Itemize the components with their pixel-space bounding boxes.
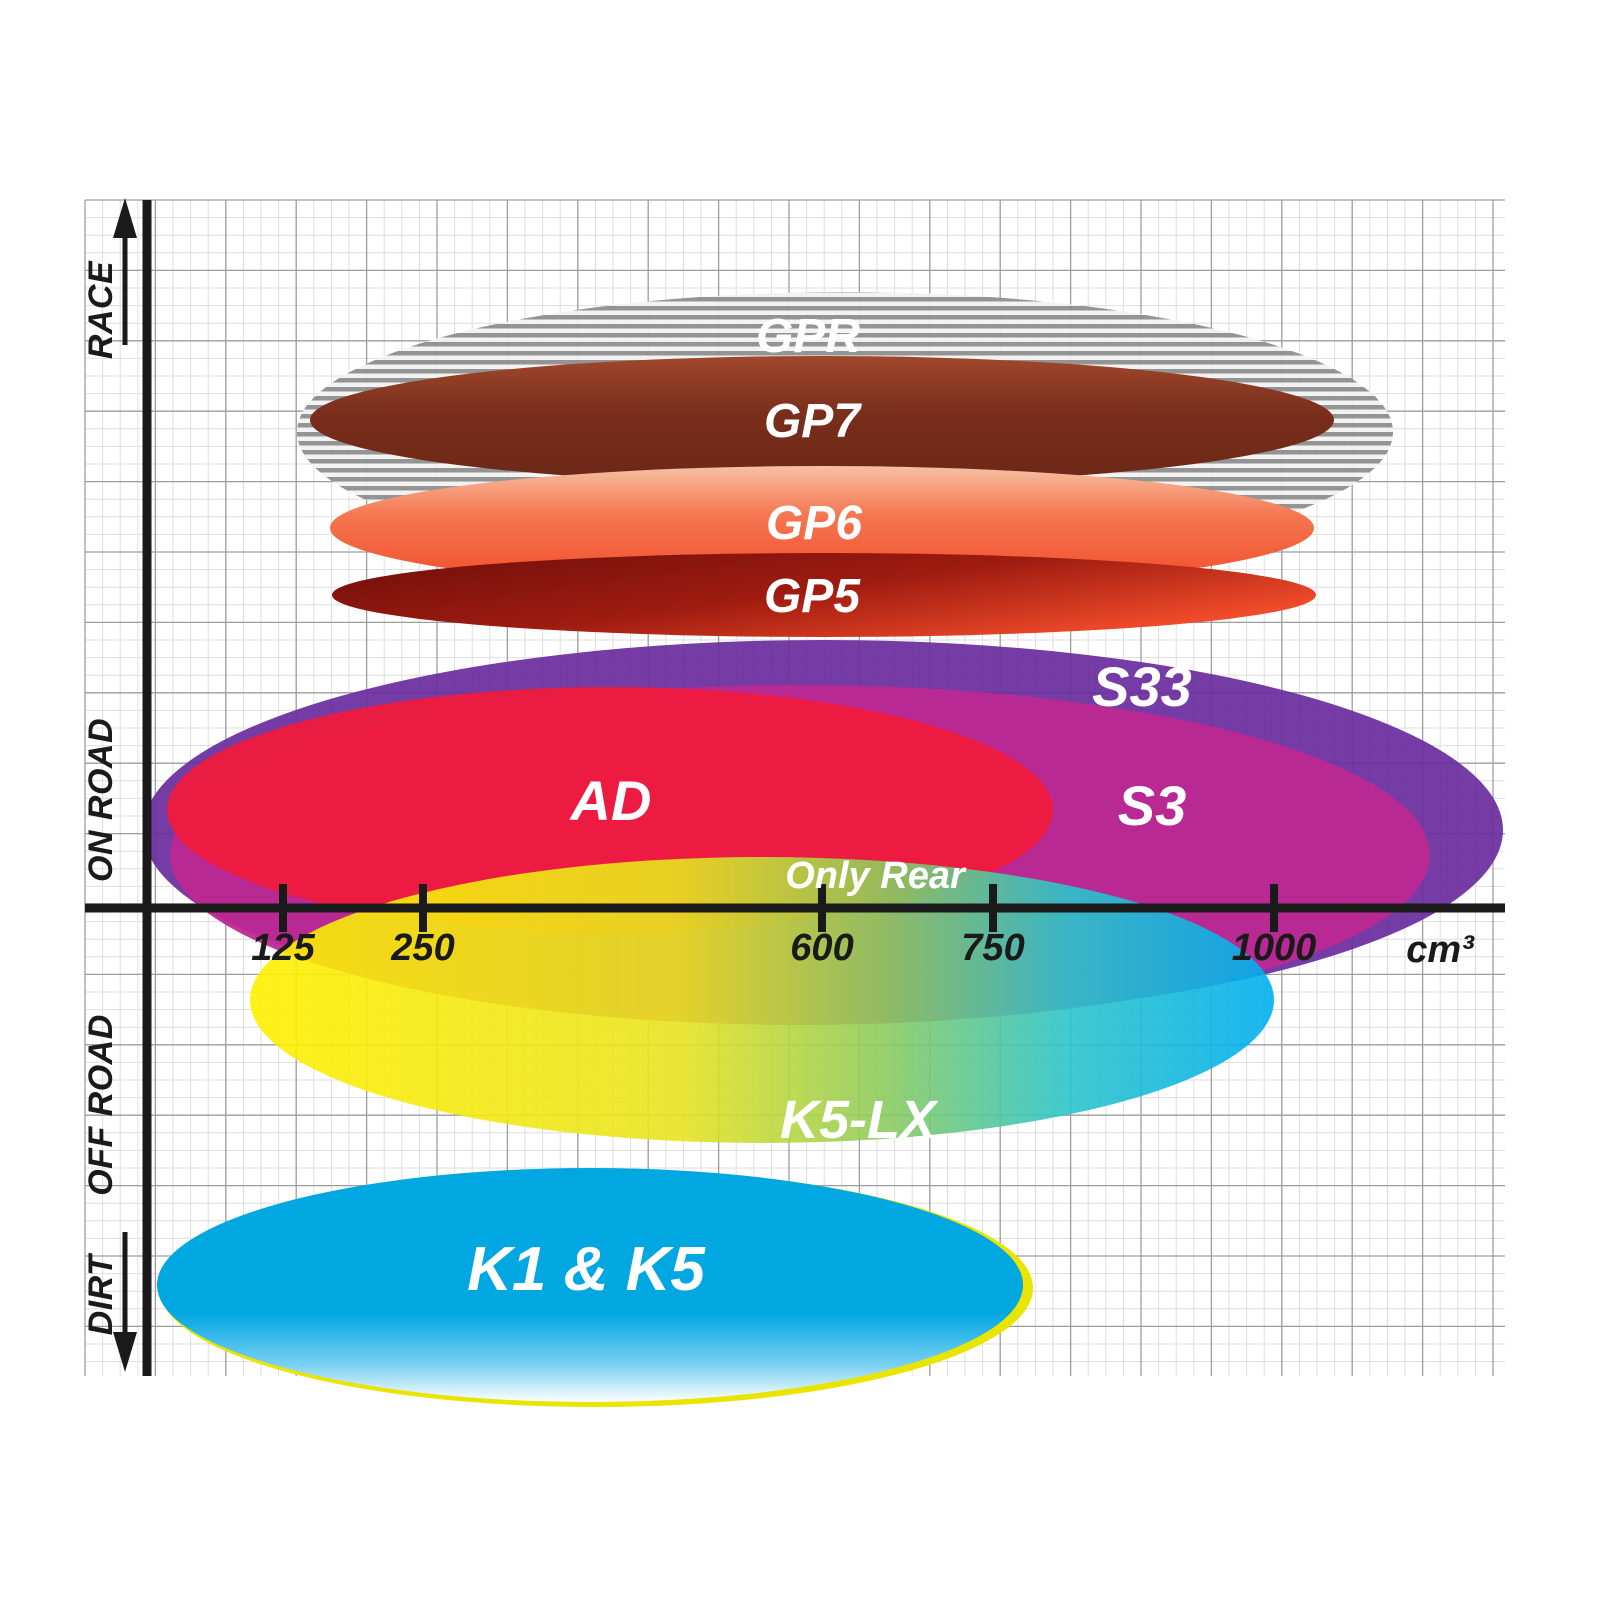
y-label-on-road: ON ROAD: [82, 718, 120, 882]
bubble-label-gpr: GPR: [756, 310, 860, 363]
bubble-group: [143, 292, 1503, 1407]
dirt-arrow-icon: [113, 1232, 137, 1372]
x-tick-750: 750: [961, 927, 1024, 969]
y-label-dirt: DIRT: [82, 1252, 120, 1335]
x-tick-600: 600: [790, 927, 853, 969]
bubble-gp7[interactable]: [310, 356, 1334, 484]
bubble-label-s33: S33: [1092, 655, 1192, 718]
annotation-only-rear: Only Rear: [785, 855, 967, 897]
x-tick-250: 250: [390, 927, 454, 969]
bubble-gp5[interactable]: [332, 553, 1316, 637]
x-tick-125: 125: [251, 927, 315, 969]
x-axis-unit-label: cm³: [1406, 929, 1475, 971]
bubble-k5lx[interactable]: [250, 857, 1274, 1143]
y-label-race: RACE: [82, 260, 120, 359]
bubble-label-s3: S3: [1118, 774, 1187, 837]
race-arrow-icon: [113, 198, 137, 345]
x-tick-1000: 1000: [1232, 927, 1317, 969]
bubble-label-gp5: GP5: [764, 570, 861, 623]
axes: [85, 198, 1505, 1376]
bubble-label-k5lx: K5-LX: [780, 1090, 939, 1150]
bubble-k1k5[interactable]: [157, 1168, 1033, 1407]
y-label-off-road: OFF ROAD: [82, 1014, 120, 1196]
bubble-label-k1k5: K1 & K5: [467, 1235, 706, 1304]
x-axis-ticks: [279, 884, 1278, 932]
bubble-label-ad: AD: [569, 769, 652, 832]
bubble-label-gp7: GP7: [764, 395, 862, 448]
bubble-label-gp6: GP6: [766, 497, 862, 550]
